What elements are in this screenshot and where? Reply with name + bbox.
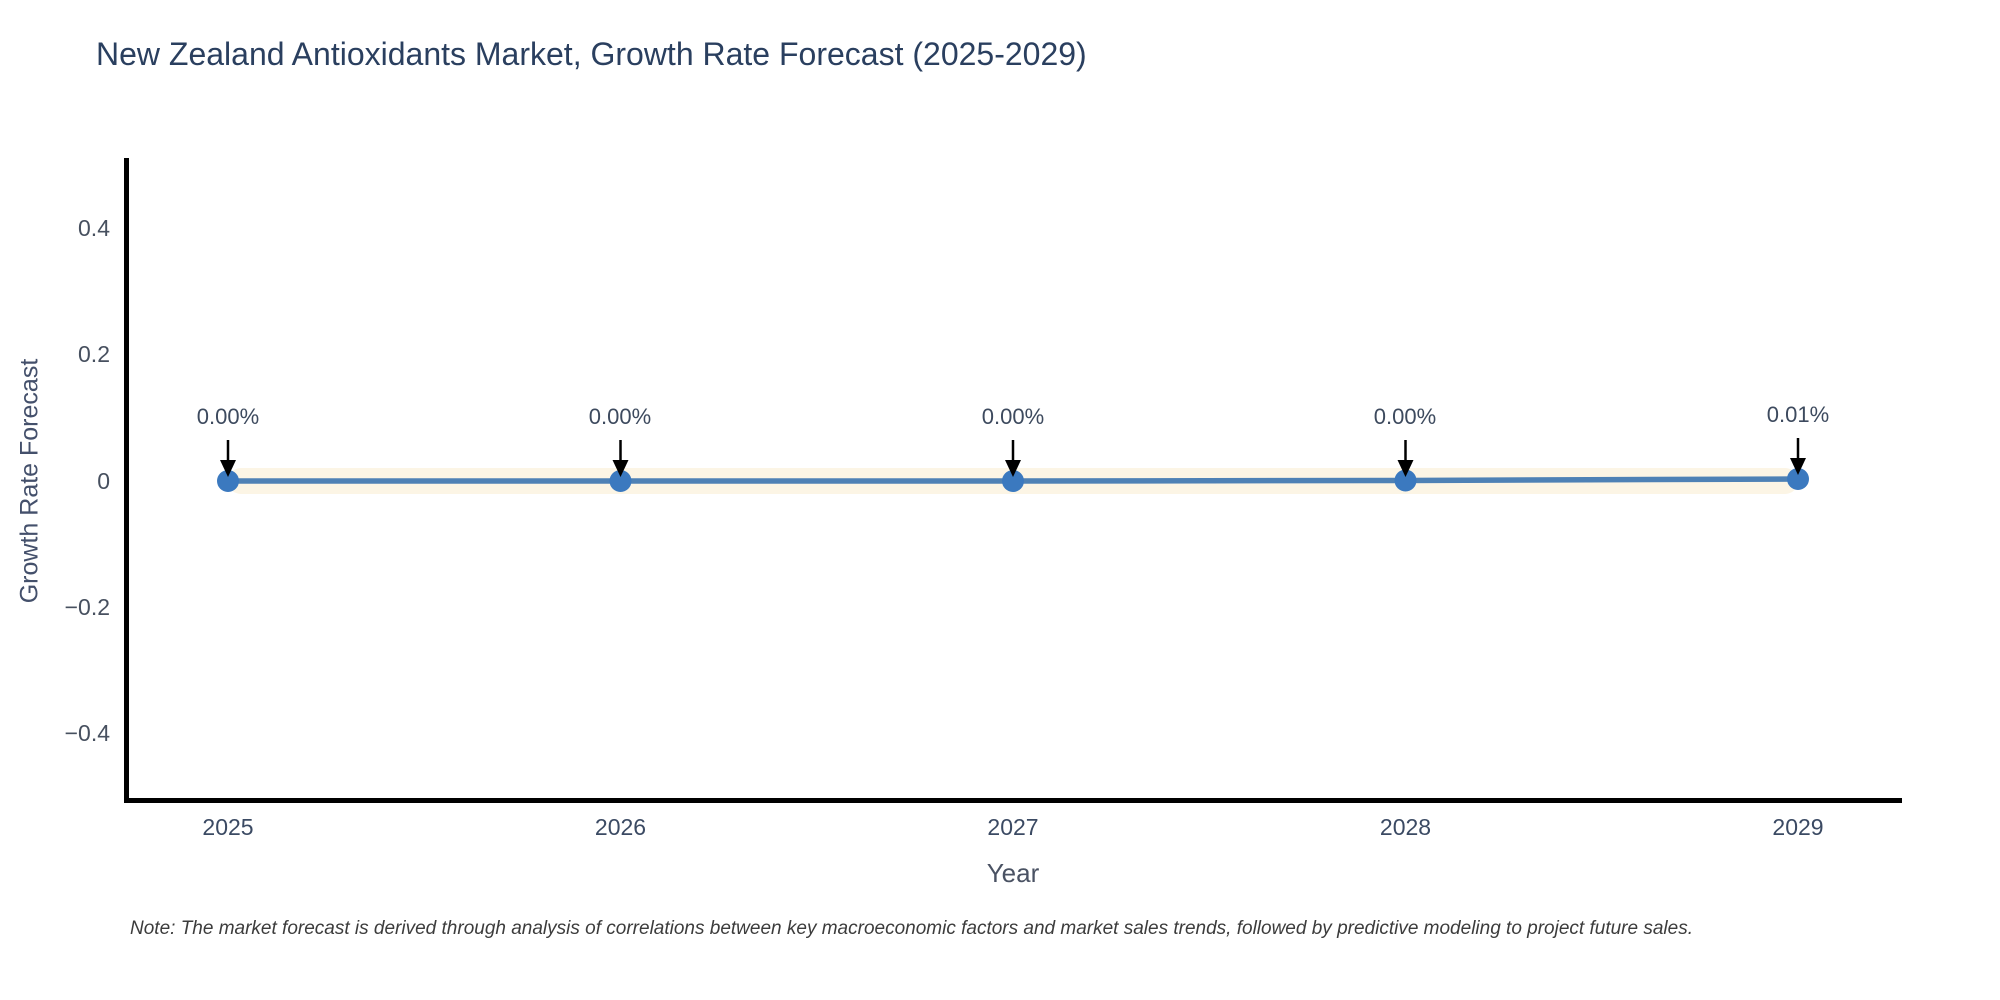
arrow-head-icon: [220, 460, 236, 477]
data-point-2029: [1787, 468, 1809, 490]
arrow-head-icon: [1005, 460, 1021, 477]
annotation-arrow-2026: [612, 440, 629, 477]
x-tick-label: 2028: [1379, 814, 1432, 840]
x-axis-title: Year: [986, 858, 1040, 888]
annotation-arrow-2029: [1790, 438, 1806, 475]
point-label-2025: 0.00%: [196, 404, 260, 429]
arrow-head-icon: [1397, 460, 1414, 477]
y-axis-line: [124, 158, 129, 803]
point-label-2029: 0.01%: [1766, 402, 1830, 427]
point-label-2026: 0.00%: [588, 404, 652, 429]
data-point-2026: [609, 470, 632, 492]
arrow-head-icon: [612, 460, 629, 477]
x-tick-label: 2029: [1772, 814, 1824, 840]
arrow-head-icon: [1790, 458, 1806, 475]
annotation-arrow-2025: [220, 440, 236, 477]
chart-title: New Zealand Antioxidants Market, Growth …: [96, 36, 1087, 72]
annotation-arrow-2028: [1397, 440, 1414, 477]
y-tick-label: 0.4: [78, 215, 110, 241]
x-tick-label: 2025: [202, 814, 254, 840]
y-tick-label: −0.2: [64, 594, 110, 620]
x-tick-label: 2026: [594, 814, 647, 840]
point-label-2028: 0.00%: [1373, 404, 1437, 429]
point-label-2027: 0.00%: [981, 404, 1045, 429]
data-point-2025: [217, 470, 239, 492]
footnote: Note: The market forecast is derived thr…: [130, 918, 1693, 939]
y-tick-label: 0.2: [78, 341, 110, 367]
y-tick-label: −0.4: [64, 720, 110, 746]
data-point-2028: [1394, 469, 1417, 492]
annotation-arrow-2027: [1005, 440, 1021, 477]
x-tick-label: 2027: [987, 814, 1039, 840]
y-tick-label: 0: [97, 468, 110, 494]
data-point-2027: [1002, 470, 1024, 492]
x-axis-line: [124, 798, 1902, 803]
